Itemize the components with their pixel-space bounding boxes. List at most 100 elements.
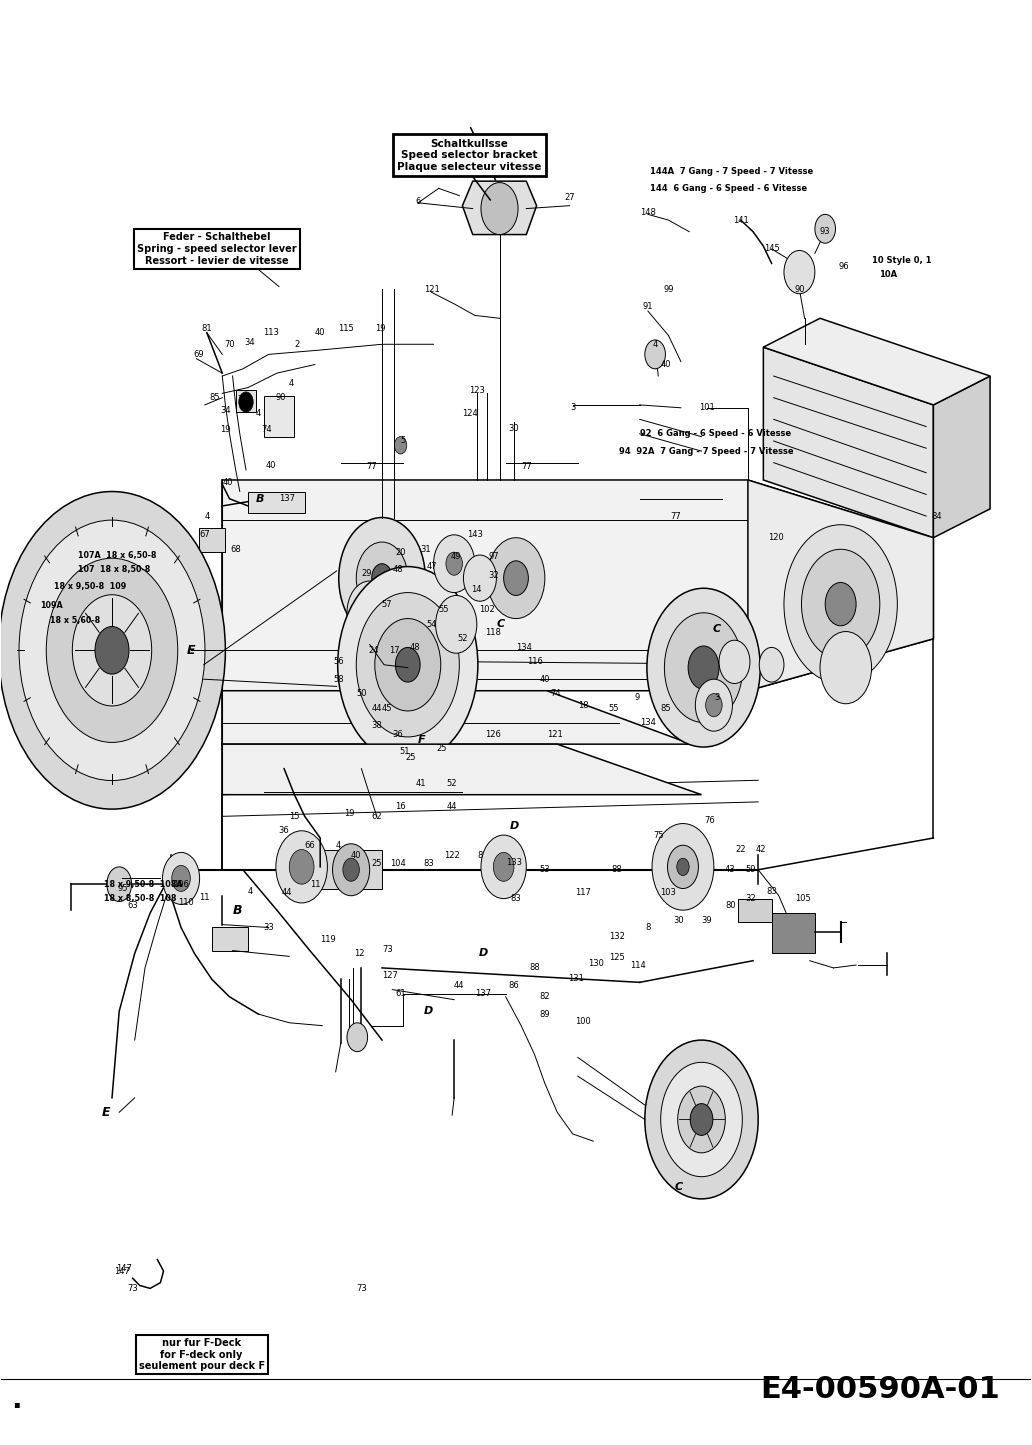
Text: 75: 75 — [653, 831, 664, 840]
Text: 34: 34 — [220, 406, 231, 415]
Circle shape — [820, 631, 872, 704]
Text: 126: 126 — [485, 730, 502, 738]
Text: 80: 80 — [725, 902, 736, 910]
Text: 95: 95 — [117, 884, 128, 893]
Text: 107  18 x 8,50-8: 107 18 x 8,50-8 — [78, 565, 151, 574]
Text: 17: 17 — [389, 646, 399, 655]
Text: 91: 91 — [643, 302, 653, 311]
Circle shape — [463, 555, 496, 601]
Text: 54: 54 — [426, 620, 437, 629]
Text: 3: 3 — [570, 403, 576, 412]
Polygon shape — [212, 928, 248, 951]
Text: 62: 62 — [372, 812, 382, 821]
Text: 44: 44 — [282, 889, 292, 897]
Text: 43: 43 — [725, 866, 736, 874]
Circle shape — [276, 831, 327, 903]
Text: 131: 131 — [568, 974, 584, 983]
Circle shape — [504, 561, 528, 595]
Polygon shape — [235, 390, 256, 412]
Circle shape — [436, 595, 477, 653]
Text: 3: 3 — [714, 694, 719, 702]
Text: ▪: ▪ — [13, 1399, 20, 1409]
Text: 127: 127 — [382, 971, 398, 980]
Polygon shape — [748, 480, 933, 691]
Text: 115: 115 — [338, 324, 354, 332]
Text: 147: 147 — [117, 1264, 132, 1273]
Text: 40: 40 — [351, 851, 361, 860]
Text: 42: 42 — [756, 845, 767, 854]
Text: 143: 143 — [466, 530, 483, 539]
Text: 22: 22 — [736, 845, 746, 854]
Text: 44: 44 — [372, 704, 382, 712]
Circle shape — [493, 853, 514, 881]
Text: 63: 63 — [127, 902, 138, 910]
Circle shape — [337, 566, 478, 763]
Text: 67: 67 — [199, 530, 211, 539]
Text: 88: 88 — [612, 866, 622, 874]
Circle shape — [784, 250, 815, 293]
Circle shape — [481, 182, 518, 234]
Text: 59: 59 — [746, 866, 756, 874]
Text: 141: 141 — [733, 215, 748, 224]
Text: 25: 25 — [372, 860, 382, 868]
Text: 52: 52 — [457, 634, 467, 643]
Text: 12: 12 — [354, 949, 364, 958]
Text: 14: 14 — [472, 585, 482, 594]
Text: 83: 83 — [423, 860, 433, 868]
Text: 32: 32 — [488, 571, 498, 579]
Text: 19: 19 — [375, 324, 385, 332]
Circle shape — [343, 858, 359, 881]
Text: 101: 101 — [699, 403, 714, 412]
Text: 16: 16 — [395, 802, 406, 811]
Circle shape — [826, 582, 857, 626]
Text: 88: 88 — [529, 964, 540, 972]
Text: 103: 103 — [660, 889, 676, 897]
Text: Schaltkullsse
Speed selector bracket
Plaque selecteur vitesse: Schaltkullsse Speed selector bracket Pla… — [397, 139, 542, 172]
Circle shape — [815, 214, 836, 243]
Polygon shape — [222, 744, 702, 795]
Text: E4-00590A-01: E4-00590A-01 — [761, 1374, 1000, 1405]
Polygon shape — [320, 850, 382, 889]
Text: 132: 132 — [609, 932, 625, 941]
Text: 97: 97 — [488, 552, 498, 561]
Text: 34: 34 — [245, 338, 255, 347]
Text: 81: 81 — [201, 324, 213, 332]
Circle shape — [394, 436, 407, 454]
Circle shape — [347, 1023, 367, 1052]
Circle shape — [375, 618, 441, 711]
Text: 148: 148 — [640, 208, 656, 217]
Text: 84: 84 — [931, 512, 942, 520]
Text: 74: 74 — [261, 425, 271, 434]
Polygon shape — [738, 899, 772, 922]
Text: 145: 145 — [764, 244, 779, 253]
Text: 58: 58 — [333, 675, 344, 683]
Text: 8: 8 — [645, 923, 650, 932]
Text: 31: 31 — [420, 545, 430, 553]
Text: 89: 89 — [540, 1010, 550, 1019]
Circle shape — [107, 867, 132, 902]
Text: nur fur F-Deck
for F-deck only
seulement pour deck F: nur fur F-Deck for F-deck only seulement… — [138, 1338, 265, 1371]
Text: 147: 147 — [115, 1267, 130, 1276]
Text: 40: 40 — [540, 675, 550, 683]
Text: 105: 105 — [795, 894, 810, 903]
Circle shape — [784, 525, 898, 683]
Text: 74: 74 — [550, 689, 560, 698]
Circle shape — [688, 646, 719, 689]
Text: 119: 119 — [321, 935, 336, 944]
Text: 53: 53 — [540, 866, 550, 874]
Circle shape — [481, 835, 526, 899]
Text: 56: 56 — [333, 657, 344, 666]
Polygon shape — [263, 396, 294, 436]
Text: 4: 4 — [289, 379, 294, 387]
Text: 11: 11 — [199, 893, 209, 902]
Circle shape — [660, 1062, 742, 1176]
Text: 110: 110 — [179, 899, 194, 907]
Circle shape — [171, 866, 190, 892]
Polygon shape — [764, 318, 990, 405]
Text: 69: 69 — [193, 350, 204, 358]
Circle shape — [760, 647, 784, 682]
Text: 19: 19 — [344, 809, 354, 818]
Text: 120: 120 — [768, 533, 783, 542]
Circle shape — [359, 598, 380, 627]
Text: 4: 4 — [256, 409, 261, 418]
